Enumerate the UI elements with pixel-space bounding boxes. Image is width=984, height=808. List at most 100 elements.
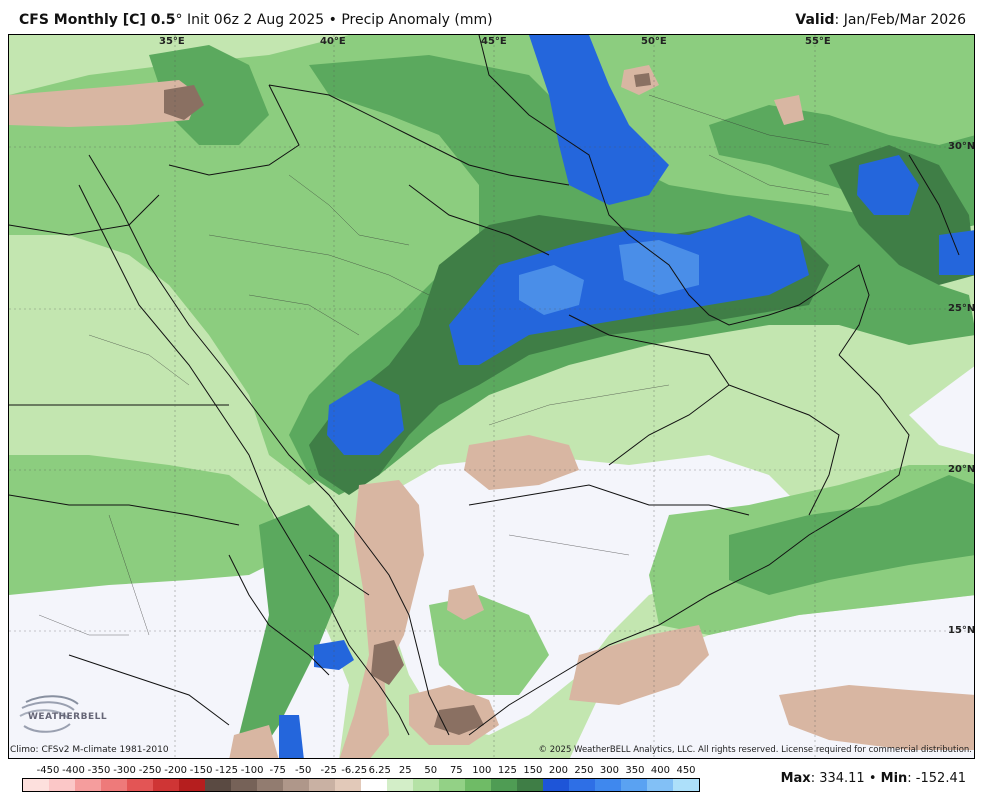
dry-anomaly-red-sea-coast [339,480,424,758]
map-title: CFS Monthly [C] 0.5° Init 06z 2 Aug 2025… [19,12,493,28]
colorbar-segment [361,779,387,791]
min-value: : -152.41 [907,771,966,786]
colorbar-segment [257,779,283,791]
colorbar-segment [595,779,621,791]
colorbar-ticks: -450 -400 -350 -300 -250 -200 -150 -125 -100 -75-… [22,765,700,777]
border-misc-5 [9,494,240,526]
lon-label-40: 40°E [320,36,346,47]
border-sudan-ethiopia [228,554,330,676]
colorbar-segment [647,779,673,791]
stats-separator: • [864,771,881,786]
coastline-gulf [558,134,870,356]
border-iran-iraq [478,35,560,136]
strong-dry-spot-ethiopia [371,640,404,685]
green-band-west [9,455,289,595]
blue-anomaly-east [939,230,974,275]
colorbar-tick-label: 125 [497,765,517,776]
colorbar-tick-label: 50 [424,765,438,776]
dry-anomaly-arabian-sea [569,625,709,705]
coastline-red-sea-west [78,184,410,736]
init-info: Init 06z 2 Aug 2025 • Precip Anomaly (mm… [182,12,493,28]
colorbar-tick-label: 100 [472,765,492,776]
lon-label-55: 55°E [805,36,831,47]
colorbar-segment [569,779,595,791]
lat-label-25: 25°N [948,303,975,314]
strong-dry-spot-iran [634,73,651,87]
border-misc-3 [568,314,730,386]
colorbar-segment [335,779,361,791]
colorbar-segment [127,779,153,791]
lat-label-30: 30°N [948,141,975,152]
copyright-notice: © 2025 WeatherBELL Analytics, LLC. All r… [538,745,972,755]
border-jordan [168,84,300,176]
colorbar-tick-label: -25 [320,765,337,776]
border-misc-2 [408,184,550,256]
model-name: CFS Monthly [C] 0.5 [19,12,176,28]
colorbar-tick-label: -200 [164,765,187,776]
border-misc-4 [608,384,730,466]
colorbar-tick-label: -350 [87,765,111,776]
valid-value: : Jan/Feb/Mar 2026 [834,12,966,28]
colorbar-tick-label: 75 [449,765,463,776]
colorbar-tick-label: -150 [189,765,213,776]
colorbar-tick-label: -100 [240,765,264,776]
border-eritrea [308,554,370,596]
colorbar-segment [543,779,569,791]
colorbar-tick-label: 150 [523,765,543,776]
dry-anomaly-horn-spot [447,585,484,620]
map-area: 35°E 40°E 45°E 50°E 55°E 30°N 25°N 20°N … [8,34,975,759]
green-zone-oman-coast [729,475,974,595]
dry-anomaly-levant [9,80,199,127]
colorbar-segment [23,779,49,791]
colorbar-segment [465,779,491,791]
colorbar-tick-label: -400 [62,765,85,776]
colorbar-segment [153,779,179,791]
colorbar [22,778,700,792]
colorbar-tick-label: 250 [574,765,594,776]
colorbar-tick-label: -125 [215,765,238,776]
blue-spot-southwest [279,715,304,758]
borders [9,35,960,736]
blue-anomaly-gulf [529,35,669,205]
colorbar-segment [387,779,413,791]
colorbar-segment [231,779,257,791]
precip-anomaly-map [9,35,974,758]
min-label: Min [880,771,908,786]
colorbar-segment [491,779,517,791]
border-misc-1 [9,194,160,236]
dry-anomaly-southeast [779,685,974,750]
lat-label-15: 15°N [948,625,975,636]
colorbar-tick-label: -450 [36,765,60,776]
colorbar-tick-label: 6.25 [368,765,391,776]
colorbar-tick-label: -75 [269,765,286,776]
logo-text: WEATHERBELL [28,712,108,722]
border-saudi-iraq [268,84,570,186]
colorbar-tick-label: -6.25 [341,765,368,776]
lon-label-45: 45°E [481,36,507,47]
green-band-yemen-highlands [429,595,549,695]
colorbar-segment [75,779,101,791]
colorbar-segment [673,779,699,791]
lon-label-35: 35°E [159,36,185,47]
blue-anomaly-red-sea [327,380,404,455]
coastline-arabian-sea [468,354,910,736]
degree-symbol: ° [175,12,183,28]
dry-anomaly-southwest [229,725,279,758]
valid-period: Valid: Jan/Feb/Mar 2026 [795,12,966,28]
colorbar-segment [283,779,309,791]
border-iran-pakistan [908,154,960,256]
colorbar-tick-label: -50 [295,765,312,776]
colorbar-segment [413,779,439,791]
max-min-stats: Max: 334.11 • Min: -152.41 [781,771,966,786]
climo-note: Climo: CFSv2 M-climate 1981-2010 [10,745,169,755]
colorbar-segment [621,779,647,791]
colorbar-segment [517,779,543,791]
header: CFS Monthly [C] 0.5° Init 06z 2 Aug 2025… [0,0,984,34]
light-blue-spot-2 [619,240,699,295]
max-label: Max [780,771,811,786]
dry-anomaly-iran-spot-2 [774,95,804,125]
colorbar-segment [309,779,335,791]
weatherbell-logo-icon [19,695,79,733]
strong-dry-spot-yemen [434,705,484,735]
lon-label-50: 50°E [641,36,667,47]
